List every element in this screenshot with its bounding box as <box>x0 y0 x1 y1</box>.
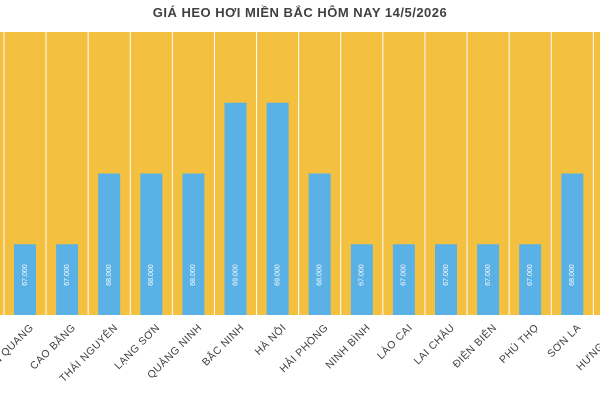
bar-labels: 67.000 67.000 68.000 68.000 68.000 69.000 69.0… <box>22 264 576 286</box>
x-tick-label: LÀO CAI <box>374 321 415 362</box>
category-dividers <box>3 32 594 315</box>
x-tick-label: BẮC NINH <box>199 321 247 369</box>
chart-title: GIÁ HEO HƠI MIỀN BẮC HÔM NAY 14/5/2026 <box>152 5 448 20</box>
bar-value-label: 68.000 <box>148 264 155 286</box>
bar-value-label: 69.000 <box>274 264 281 286</box>
bar-value-label: 68.000 <box>317 264 324 286</box>
bar-value-label: 68.000 <box>569 264 576 286</box>
bar-value-label: 67.000 <box>485 264 492 286</box>
bar <box>392 244 415 315</box>
bar <box>477 244 500 315</box>
plot-background <box>0 32 600 315</box>
x-tick-label: HÀ NỘI <box>252 321 289 358</box>
bar-value-label: 67.000 <box>527 264 534 286</box>
x-tick-label: ĐIỆN BIÊN <box>450 321 500 371</box>
x-tick-label: SƠN LA <box>545 322 583 360</box>
plot-area-background <box>0 32 600 315</box>
bar-value-label: 67.000 <box>401 264 408 286</box>
bar-value-label: 67.000 <box>359 264 366 286</box>
bar <box>435 244 457 315</box>
bar <box>98 173 121 315</box>
bar <box>14 244 36 315</box>
bar <box>519 244 542 315</box>
bar <box>350 244 373 315</box>
bar <box>224 102 247 315</box>
bar <box>140 173 163 315</box>
bar-value-label: 68.000 <box>106 264 113 286</box>
bar-value-label: 69.000 <box>232 264 239 286</box>
bar <box>308 173 331 315</box>
bars <box>14 102 584 315</box>
x-tick-label: LAI CHÂU <box>411 321 457 367</box>
bar <box>56 244 79 315</box>
bar <box>182 173 205 315</box>
bar-value-label: 67.000 <box>22 264 29 286</box>
bar-value-label: 68.000 <box>190 264 197 286</box>
bar-value-label: 67.000 <box>443 264 450 286</box>
bar-value-label: 67.000 <box>64 264 71 286</box>
bar <box>266 102 289 315</box>
x-tick-label: TUYÊN QUANG <box>0 321 36 389</box>
bar <box>561 173 584 315</box>
x-tick-label: PHÚ THỌ <box>496 321 541 366</box>
x-tick-label: NINH BÌNH <box>323 321 373 371</box>
